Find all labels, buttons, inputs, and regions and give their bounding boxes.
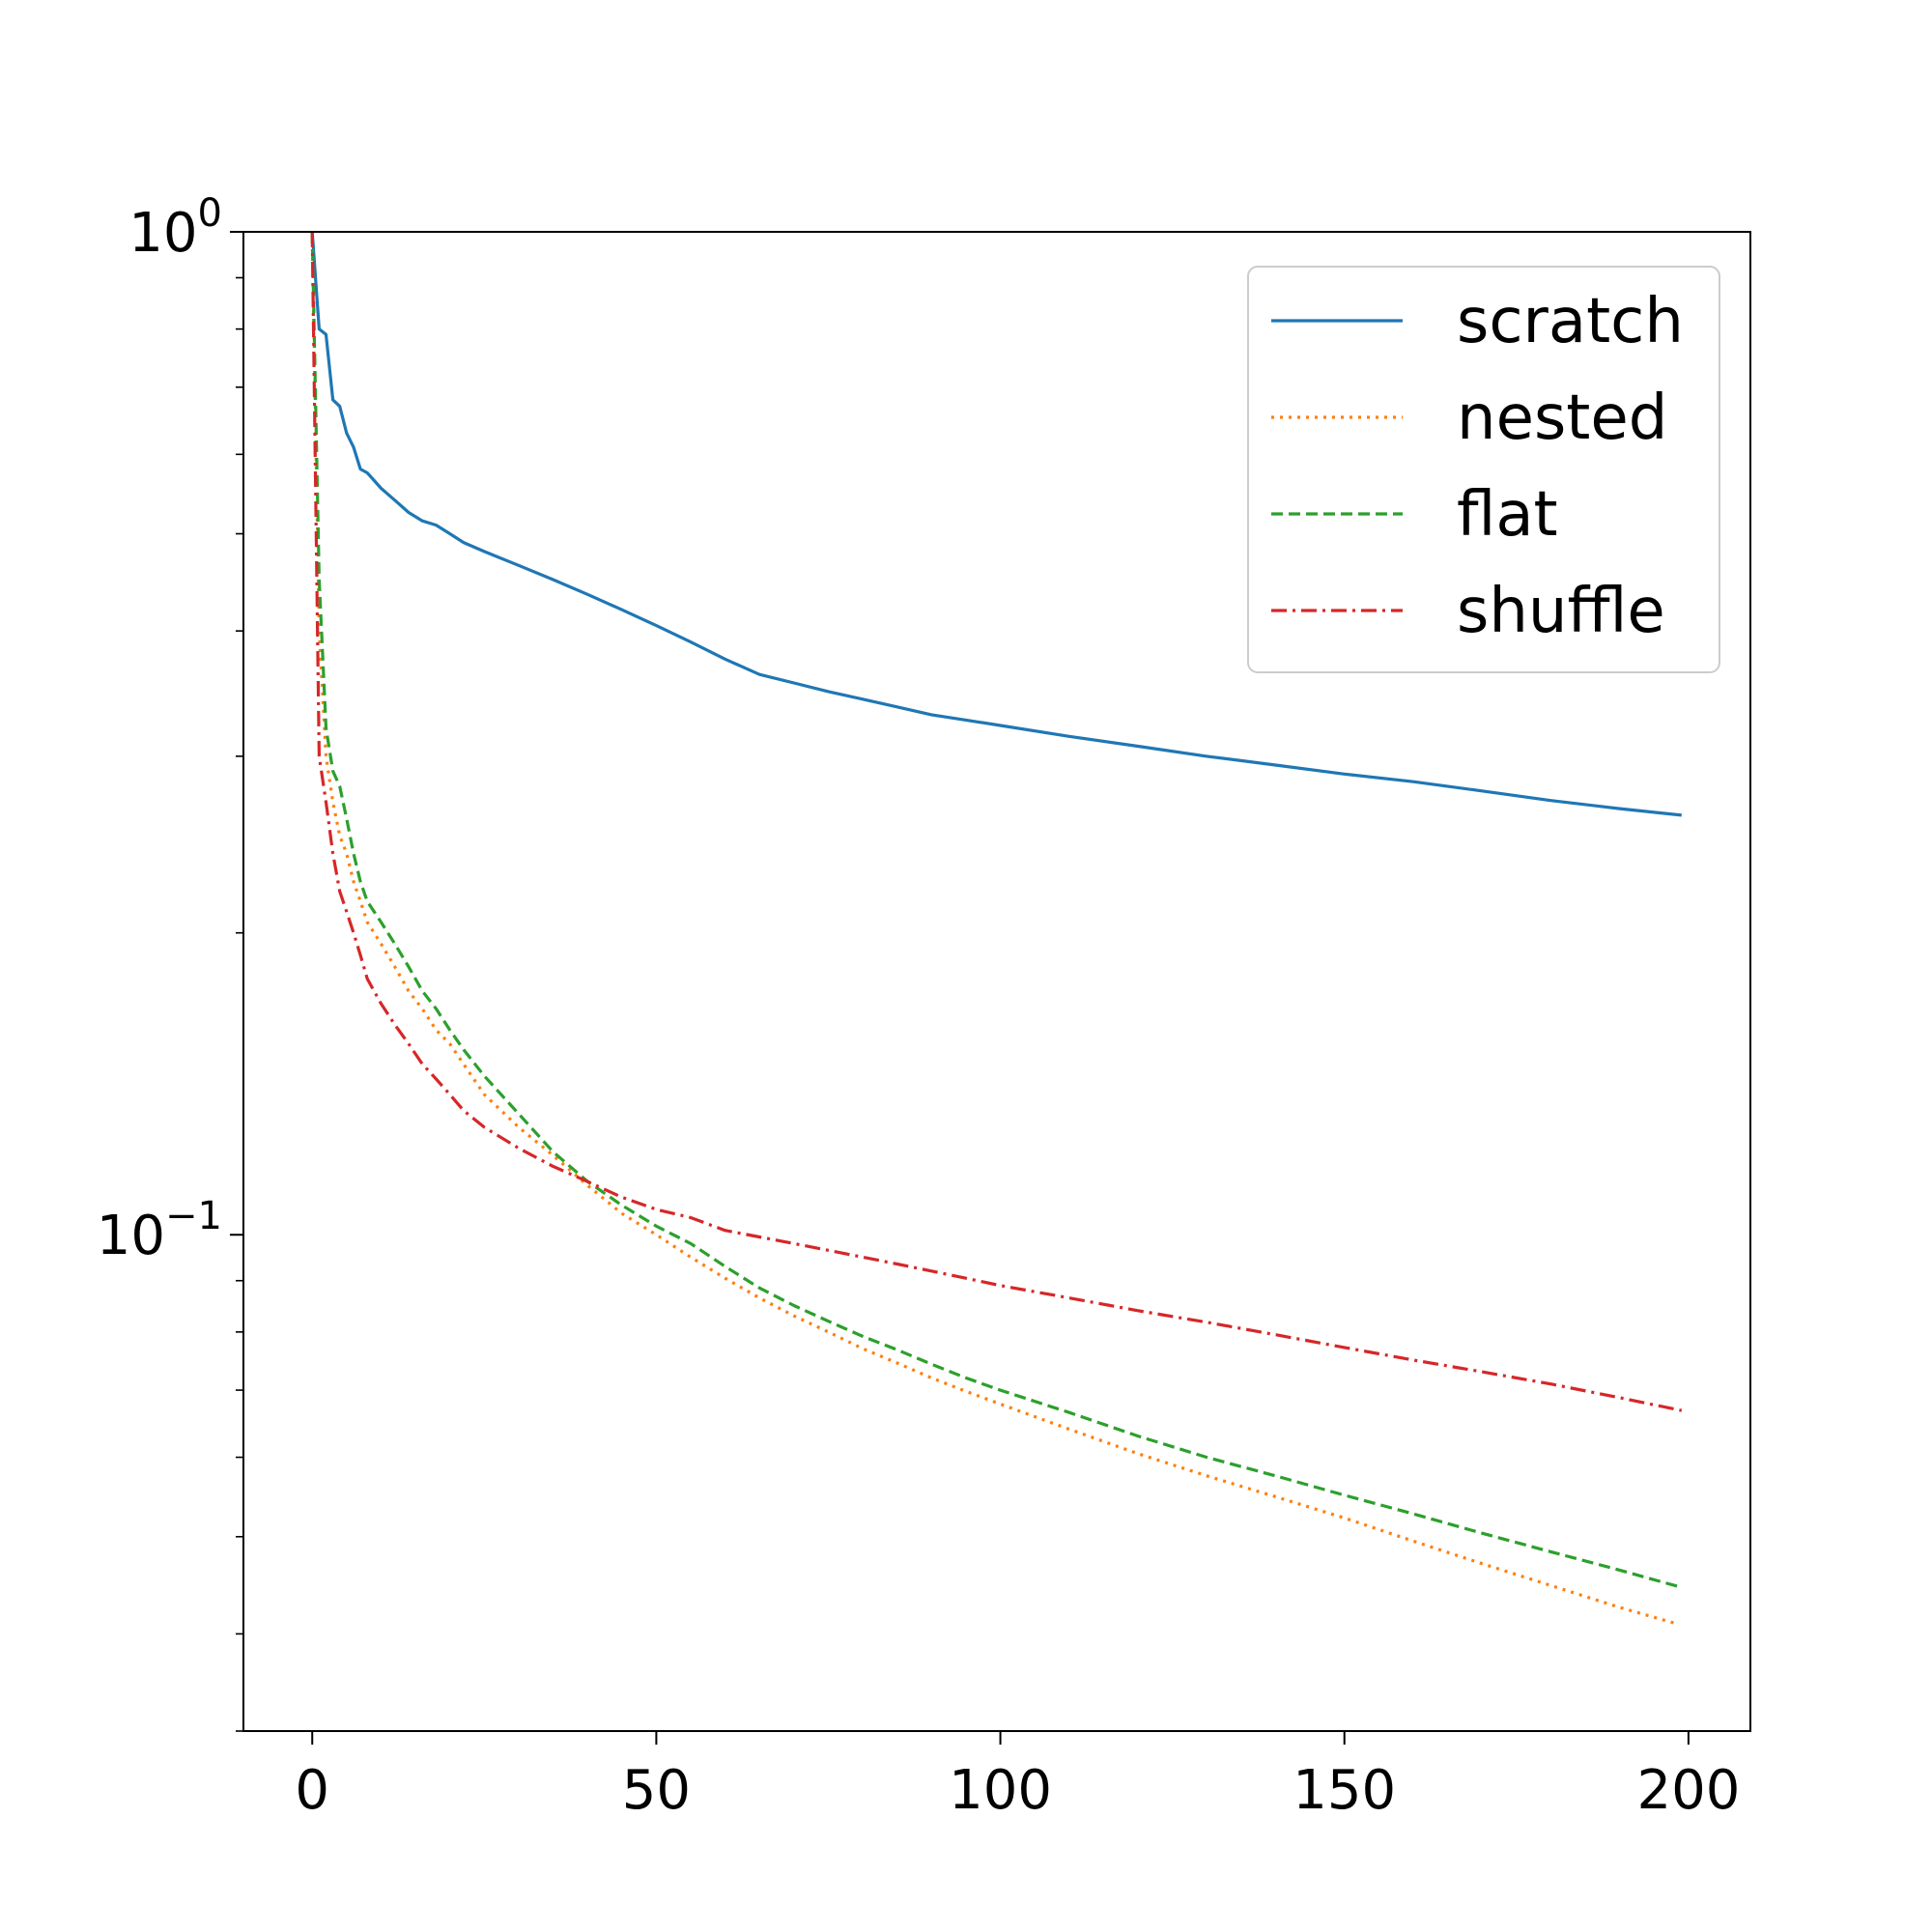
series-line-scratch — [310, 231, 1682, 817]
legend-label-scratch: scratch — [1457, 286, 1684, 357]
legend-label-shuffle: shuffle — [1457, 576, 1665, 647]
y-tick-label: 10−1 — [97, 1194, 222, 1267]
series-line-nested — [310, 231, 1676, 1625]
y-tick-base: 10 — [97, 1205, 165, 1267]
y-tick-base: 10 — [128, 202, 197, 265]
legend-label-flat: flat — [1457, 479, 1558, 551]
series-line-flat — [310, 231, 1683, 1589]
x-tick-label: 0 — [295, 1759, 329, 1822]
x-tick-label: 100 — [949, 1759, 1052, 1822]
y-tick-exponent: 0 — [198, 191, 222, 236]
series-layer — [310, 231, 1683, 1625]
legend-box — [1247, 266, 1720, 673]
x-tick-label: 200 — [1636, 1759, 1740, 1822]
y-minor-ticks — [236, 276, 243, 1732]
x-tick-label: 150 — [1293, 1759, 1396, 1822]
x-tick-label: 50 — [622, 1759, 691, 1822]
plot-area-frame — [242, 231, 1751, 1732]
series-line-shuffle — [310, 231, 1683, 1412]
y-tick-exponent: −1 — [165, 1194, 222, 1238]
y-tick-label: 100 — [128, 191, 222, 265]
legend: scratch nested flat shuffle — [1247, 266, 1720, 673]
legend-label-nested: nested — [1457, 383, 1667, 454]
